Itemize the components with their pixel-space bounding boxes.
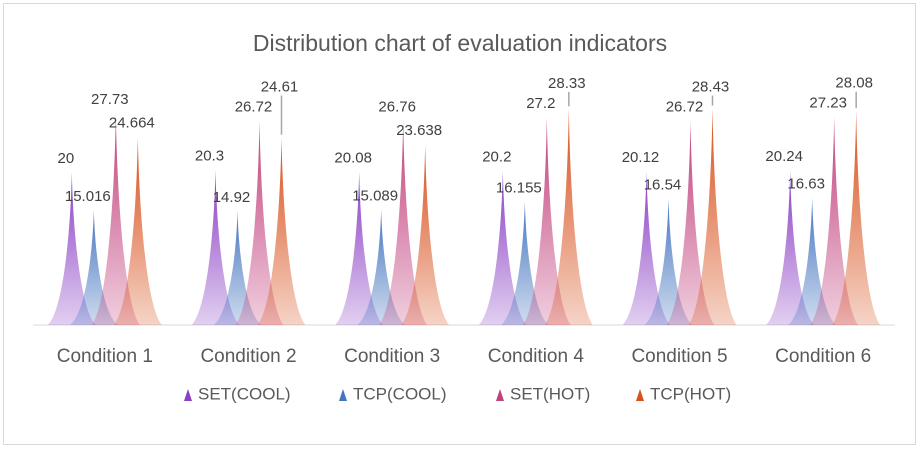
data-label: 24.61 (261, 79, 299, 96)
x-tick-label: Condition 3 (344, 346, 440, 367)
data-label: 14.92 (213, 189, 251, 206)
peak-bar (688, 107, 737, 325)
data-label: 20.24 (765, 148, 803, 165)
peak-bar (401, 144, 450, 325)
data-label: 27.23 (809, 95, 847, 112)
peak-bar (522, 116, 571, 325)
x-tick-label: Condition 1 (57, 346, 153, 367)
data-label: 15.089 (352, 188, 398, 205)
legend-marker (636, 389, 644, 401)
legend-marker (496, 389, 504, 401)
data-label: 27.2 (526, 95, 555, 112)
data-label: 20.08 (334, 149, 372, 166)
data-label: 16.155 (496, 179, 542, 196)
data-label: 16.54 (644, 176, 682, 193)
peak-bar (91, 112, 140, 325)
peak-bar (113, 136, 162, 325)
peak-bar (666, 120, 715, 325)
legend-label: TCP(HOT) (650, 384, 731, 403)
peak-bar (478, 170, 527, 325)
peak-bar (644, 198, 693, 325)
peak-bar (47, 172, 96, 325)
x-tick-label: Condition 6 (775, 346, 871, 367)
peak-bar (379, 120, 428, 325)
peak-bar (788, 197, 837, 325)
peak-bar (357, 209, 406, 325)
data-label: 26.76 (378, 98, 416, 115)
data-label: 28.08 (835, 75, 873, 92)
peak-bar (213, 210, 262, 325)
peak-bar (235, 120, 284, 325)
chart-title: Distribution chart of evaluation indicat… (253, 30, 667, 56)
peak-bar (257, 136, 306, 325)
peak-bar (191, 169, 240, 325)
data-label: 27.73 (91, 91, 129, 108)
data-label: 20.2 (482, 148, 511, 165)
x-tick-label: Condition 2 (200, 346, 296, 367)
x-tick-label: Condition 5 (631, 346, 727, 367)
peak-bar (810, 116, 859, 326)
data-label: 20 (57, 150, 74, 167)
legend-marker (339, 389, 347, 401)
data-label: 20.12 (622, 149, 660, 166)
peak-bar (544, 108, 593, 325)
data-label: 15.016 (65, 188, 111, 205)
data-label: 28.33 (548, 75, 586, 92)
data-label: 28.43 (692, 79, 730, 96)
x-tick-label: Condition 4 (488, 346, 585, 367)
peak-bar (69, 210, 118, 325)
peak-bar (766, 170, 815, 325)
chart-frame (3, 3, 916, 445)
legend-marker (184, 389, 192, 401)
peak-bar (500, 201, 549, 325)
peak-bar (622, 171, 671, 325)
data-label: 16.63 (787, 176, 825, 193)
data-label: 26.72 (235, 99, 273, 116)
peak-bar (335, 171, 384, 325)
data-label: 23.638 (396, 122, 442, 139)
data-label: 24.664 (109, 114, 155, 131)
legend-label: SET(HOT) (510, 384, 590, 403)
peak-bar (832, 110, 881, 325)
data-label: 26.72 (666, 99, 704, 116)
legend-label: TCP(COOL) (353, 384, 447, 403)
data-label: 20.3 (195, 148, 224, 165)
legend-label: SET(COOL) (198, 384, 291, 403)
